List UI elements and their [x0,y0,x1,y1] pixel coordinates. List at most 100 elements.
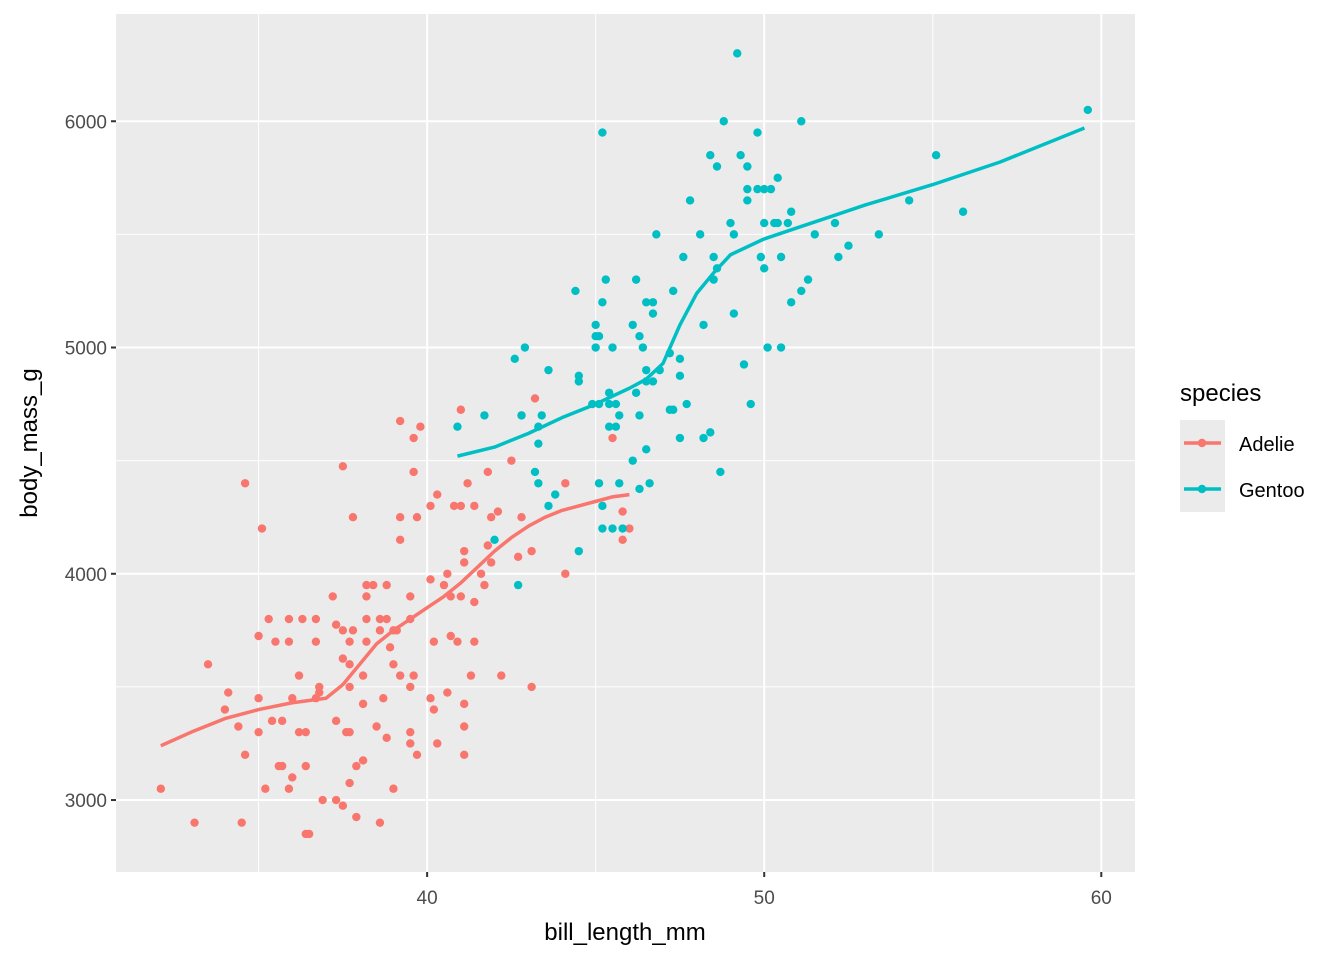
legend-item-gentoo: Gentoo [1180,466,1305,512]
point-gentoo [773,173,782,183]
point-adelie [301,761,310,771]
point-adelie [358,756,368,765]
point-adelie [338,626,348,635]
point-gentoo [733,49,742,58]
point-gentoo [675,354,685,364]
point-gentoo [668,405,678,414]
point-adelie [395,535,405,545]
point-gentoo [729,309,739,318]
point-gentoo [766,184,776,194]
point-gentoo [797,286,806,296]
point-adelie [315,682,324,692]
point-adelie [203,660,213,669]
point-adelie [362,637,371,646]
point-gentoo [631,275,641,284]
point-adelie [362,614,371,624]
point-adelie [271,637,280,646]
point-adelie [288,694,297,703]
y-tick-label: 6000 [65,112,107,133]
legend-label: Gentoo [1239,480,1305,502]
point-adelie [345,727,354,737]
point-gentoo [530,467,540,477]
grid-major [116,14,1135,872]
point-gentoo [642,445,651,454]
point-gentoo [490,535,499,545]
point-gentoo [648,309,658,318]
point-gentoo [904,196,914,205]
point-adelie [433,490,442,499]
point-adelie [406,592,415,601]
point-adelie [311,614,321,624]
point-adelie [406,739,415,748]
point-gentoo [642,365,651,375]
legend-point-icon [1197,484,1207,494]
point-adelie [382,614,391,624]
point-gentoo [844,241,853,250]
point-adelie [345,637,354,646]
point-adelie [240,750,250,759]
point-adelie [254,694,263,703]
point-adelie [358,671,368,680]
point-gentoo [534,439,543,448]
x-tick-label: 60 [1091,888,1112,909]
point-gentoo [631,388,641,397]
point-adelie [345,660,354,669]
y-tick-label: 4000 [65,565,107,586]
point-adelie [395,416,405,426]
point-gentoo [571,286,580,296]
point-adelie [348,626,358,635]
point-gentoo [729,230,739,239]
point-adelie [409,671,418,680]
point-gentoo [574,377,584,386]
point-gentoo [1083,105,1093,115]
x-tick-label: 50 [754,888,775,909]
point-gentoo [598,128,607,137]
point-gentoo [743,162,752,171]
point-gentoo [743,196,752,205]
point-adelie [466,671,476,680]
point-adelie [493,507,503,516]
point-adelie [338,654,348,663]
point-adelie [331,716,341,726]
point-gentoo [770,218,779,228]
point-gentoo [756,252,766,262]
smooth-lines [160,126,1086,748]
point-gentoo [635,411,644,420]
point-gentoo [591,320,600,330]
point-gentoo [675,371,685,380]
point-gentoo [574,546,584,556]
point-gentoo [453,422,462,431]
point-adelie [460,546,469,556]
point-adelie [257,524,267,533]
point-adelie [375,626,385,635]
point-adelie [507,456,516,465]
point-gentoo [615,479,624,488]
point-gentoo [958,207,968,216]
smooth-line-gentoo [457,126,1086,458]
point-adelie [385,643,395,652]
point-adelie [443,569,452,578]
point-adelie [395,513,405,522]
point-gentoo [618,524,627,533]
point-gentoo [591,343,600,352]
point-adelie [463,479,472,488]
point-gentoo [635,484,644,494]
point-gentoo [719,117,728,126]
point-adelie [406,727,415,737]
point-adelie [395,671,405,680]
point-adelie [513,552,523,562]
plot-panel [116,14,1135,872]
point-adelie [338,462,348,471]
point-gentoo [797,117,806,126]
point-adelie [406,682,415,692]
y-tick-label: 5000 [65,339,107,360]
point-gentoo [534,479,543,488]
point-adelie [443,688,452,697]
point-adelie [284,614,294,624]
point-adelie [517,513,526,522]
point-adelie [429,637,439,646]
point-adelie [304,829,314,839]
point-adelie [352,761,361,771]
point-gentoo [608,343,617,352]
point-adelie [294,671,304,680]
